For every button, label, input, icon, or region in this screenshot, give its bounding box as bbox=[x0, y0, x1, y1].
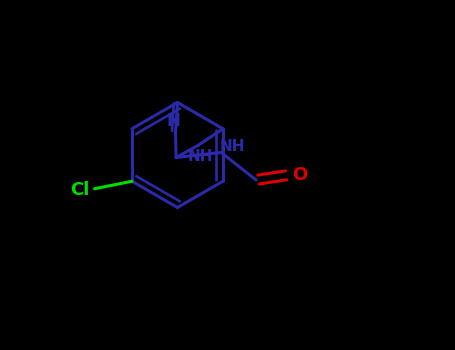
Text: NH: NH bbox=[219, 139, 245, 154]
Text: NH: NH bbox=[188, 149, 213, 164]
Text: N: N bbox=[166, 112, 180, 130]
Text: Cl: Cl bbox=[70, 181, 89, 199]
Text: O: O bbox=[292, 166, 307, 184]
